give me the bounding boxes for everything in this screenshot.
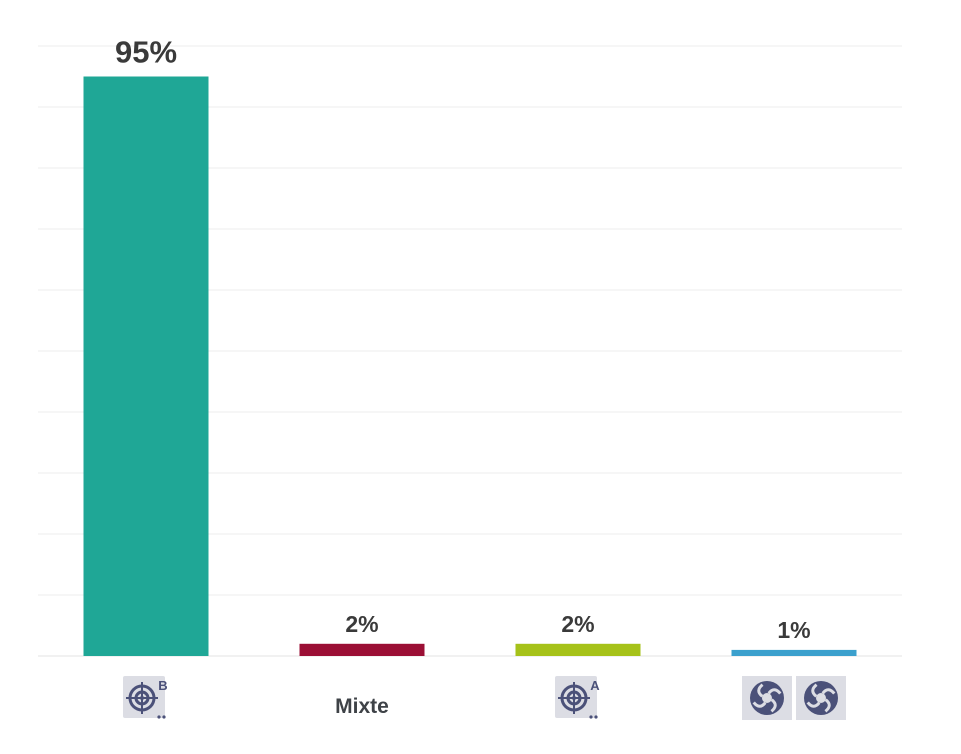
category-axis: B Mixte A <box>123 676 846 720</box>
data-label: 2% <box>561 611 594 637</box>
target-icon <box>123 676 166 719</box>
fan-icon <box>742 676 792 720</box>
bar <box>731 649 857 656</box>
bar <box>515 643 641 656</box>
category-label: Mixte <box>335 695 389 718</box>
data-label: 95% <box>115 35 177 70</box>
value-labels: 95% 2% 2% 1% <box>115 35 811 643</box>
bars <box>83 76 857 656</box>
bar <box>299 643 425 656</box>
data-label: 2% <box>345 611 378 637</box>
category-label: B <box>158 678 167 693</box>
target-icon <box>555 676 598 719</box>
data-label: 1% <box>777 617 810 643</box>
fan-icon <box>796 676 846 720</box>
bar <box>83 76 209 656</box>
category-label: A <box>590 678 600 693</box>
